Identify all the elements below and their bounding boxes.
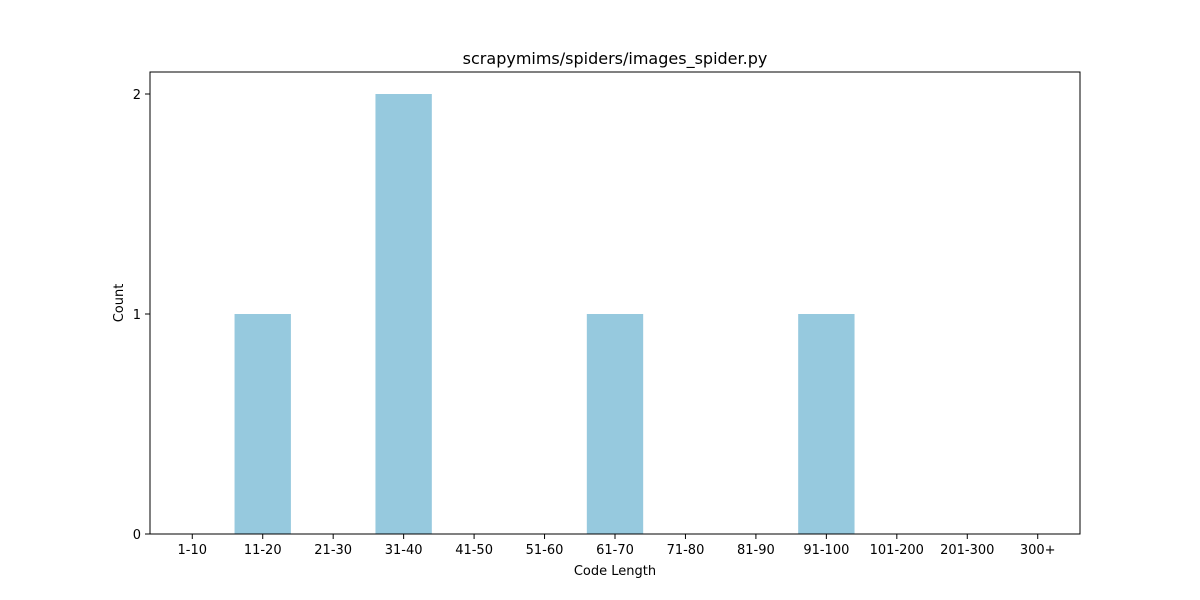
x-axis-label: Code Length [574,564,656,579]
x-tick-label: 91-100 [803,543,849,558]
x-tick-label: 31-40 [385,543,423,558]
chart-title: scrapymims/spiders/images_spider.py [463,49,768,69]
bar-31-40 [375,94,432,534]
y-tick-label: 0 [133,528,141,543]
y-tick-label: 2 [133,88,141,103]
bar-91-100 [798,314,855,534]
x-tick-label: 300+ [1020,543,1056,558]
bar-11-20 [234,314,291,534]
x-tick-label: 71-80 [667,543,705,558]
x-tick-label: 81-90 [737,543,775,558]
y-tick-label: 1 [133,308,141,323]
x-tick-label: 11-20 [244,543,282,558]
bar-61-70 [586,314,644,534]
x-tick-label: 1-10 [178,543,208,558]
x-axis: 1-10 11-20 21-30 31-40 41-50 51-60 61-70 71-80 8… [178,534,1056,558]
x-tick-label: 51-60 [526,543,564,558]
x-tick-label: 41-50 [455,543,493,558]
bars-group [234,94,855,534]
x-tick-label: 101-200 [870,543,924,558]
x-tick-label: 61-70 [596,543,634,558]
y-axis: 0 1 2 [133,88,150,543]
x-tick-label: 201-300 [940,543,994,558]
x-tick-label: 21-30 [314,543,352,558]
y-axis-label: Count [112,284,127,323]
